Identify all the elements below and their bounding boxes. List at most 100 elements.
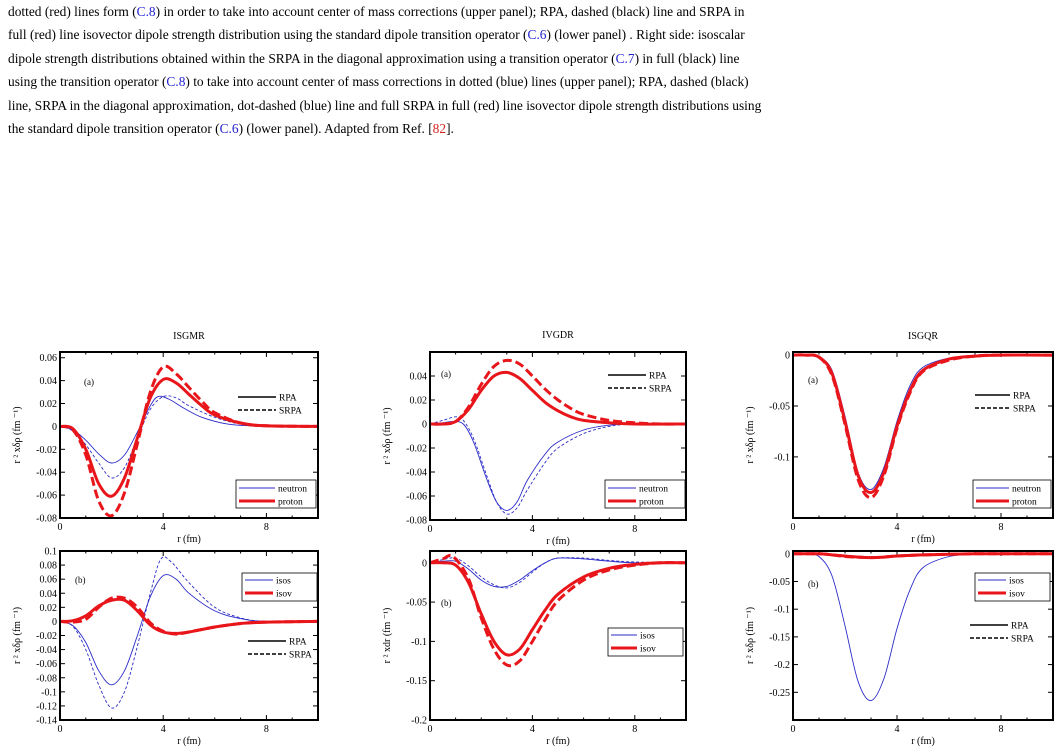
- y-tick-label: -0.04: [36, 645, 57, 656]
- series-line-isov: [793, 552, 1053, 560]
- panel-tag: (a): [808, 375, 818, 385]
- y-axis-label: r ² xδρ (fm ⁻¹): [12, 406, 23, 463]
- y-tick-label: 0: [785, 351, 790, 362]
- series-line-proton: [430, 358, 686, 426]
- y-tick-label: -0.14: [36, 716, 57, 727]
- y-axis-label: r ² xdr (fm ⁻¹): [382, 608, 393, 664]
- series-line-isos: [430, 557, 686, 589]
- panel-title: ISGMR: [173, 331, 205, 342]
- panel-tag: (b): [75, 575, 86, 585]
- y-tick-label: -0.08: [36, 673, 57, 684]
- legend-label: SRPA: [1011, 635, 1034, 645]
- panel-title: IVGDR: [542, 330, 574, 341]
- x-tick-label: 4: [530, 724, 535, 735]
- y-tick-label: -0.06: [406, 492, 427, 503]
- x-axis-label: r (fm): [177, 736, 201, 747]
- legend-label: neutron: [278, 485, 307, 495]
- legend-label: neutron: [639, 485, 668, 495]
- legend-top: isos isov: [241, 572, 318, 602]
- series-group: [60, 556, 318, 709]
- equation-ref-link[interactable]: C.7: [615, 50, 635, 66]
- y-tick-label: -0.06: [36, 659, 57, 670]
- legend-label: proton: [639, 498, 664, 508]
- y-tick-label: -0.02: [36, 445, 57, 456]
- legend-box: [607, 627, 684, 657]
- panel-isgmr-a: ISGMR 0 4 8 -0.08 -0.06 -0.04 -0.02 0 0.02 0.04 0.0…: [12, 331, 319, 545]
- legend-bottom: RPA SRPA: [248, 638, 312, 661]
- legend-label: neutron: [1012, 485, 1041, 495]
- legend-label: SRPA: [279, 407, 302, 417]
- series-line-isov: [430, 553, 686, 668]
- x-tick-label: 8: [632, 524, 637, 535]
- caption-text: ) (lower panel) . Right side: isoscalar: [546, 27, 745, 43]
- caption-text: dipole strength distributions obtained w…: [8, 50, 616, 66]
- legend-label: proton: [278, 498, 303, 508]
- panel-title: ISGQR: [908, 331, 938, 342]
- legend-top: RPA SRPA: [238, 394, 302, 417]
- x-tick-label: 4: [161, 724, 166, 735]
- x-tick-label: 0: [791, 522, 796, 533]
- series-group: [793, 353, 1053, 500]
- x-axis-label: r (fm): [177, 534, 201, 545]
- y-tick-label: 0: [52, 617, 57, 628]
- series-line-isov: [60, 597, 318, 635]
- legend-top: RPA SRPA: [975, 392, 1036, 415]
- x-tick-label: 0: [428, 524, 433, 535]
- legend-bottom: isos isov: [607, 627, 684, 657]
- equation-ref-link[interactable]: C.6: [527, 27, 547, 43]
- caption-text: ) in order to take into account center o…: [155, 4, 745, 19]
- caption-text: dotted (red) lines form (: [8, 4, 137, 19]
- caption-line: the standard dipole transition operator …: [8, 117, 1056, 140]
- y-tick-label: -0.05: [406, 598, 427, 609]
- panel-frame: [792, 550, 1054, 721]
- panel-frame: [429, 550, 687, 721]
- legend-label: SRPA: [649, 385, 672, 395]
- y-tick-label: 0: [422, 420, 427, 431]
- y-tick-label: 0.1: [45, 547, 58, 558]
- panel-frame: [59, 351, 319, 519]
- x-axis-label: r (fm): [911, 534, 935, 545]
- panel-ivgdr-b: 0 4 8 -0.2 -0.15 -0.1 -0.05 0 r (fm) r ² xdr (fm …: [382, 550, 687, 747]
- y-axis-label: r ² xδρ (fm ⁻¹): [745, 406, 756, 463]
- caption-text: ) (lower panel). Adapted from Ref. [: [238, 120, 433, 136]
- equation-ref-link[interactable]: C.8: [136, 4, 156, 19]
- series-group: [60, 364, 318, 518]
- panel-isgqr-a: ISGQR 0 4 8 -0.1 -0.05 0 r (fm) r ² xδρ (fm ⁻¹) (…: [745, 331, 1054, 545]
- y-tick-label: -0.05: [769, 401, 790, 412]
- legend-box: [241, 572, 318, 602]
- series-line-neutron: [60, 395, 318, 464]
- caption-text: line, SRPA in the diagonal approximation…: [8, 97, 762, 113]
- y-axis-label: r ² xδρ (fm ⁻¹): [382, 407, 393, 464]
- x-axis-label: r (fm): [911, 736, 935, 747]
- x-tick-label: 8: [264, 522, 269, 533]
- legend-label: isov: [276, 590, 292, 600]
- citation-ref-link[interactable]: 82: [432, 120, 447, 136]
- legend-bottom: RPA SRPA: [970, 622, 1034, 645]
- legend-top: isos isov: [974, 572, 1051, 602]
- equation-ref-link[interactable]: C.6: [219, 120, 239, 136]
- panel-isgqr-b: 0 4 8 -0.25 -0.2 -0.15 -0.1 -0.05 0 r (fm) r ² xδρ…: [745, 549, 1054, 747]
- equation-ref-link[interactable]: C.8: [166, 74, 186, 90]
- y-tick-label: -0.05: [769, 577, 790, 588]
- y-tick-label: -0.2: [411, 716, 427, 727]
- y-tick-label: 0: [52, 422, 57, 433]
- legend-bottom: neutron proton: [604, 479, 686, 509]
- series-line-proton: [793, 353, 1053, 494]
- series-line-proton: [60, 364, 318, 518]
- legend-label: isos: [276, 577, 291, 587]
- x-tick-label: 0: [58, 522, 63, 533]
- legend-bottom: neutron proton: [235, 479, 317, 509]
- x-tick-label: 8: [999, 522, 1004, 533]
- series-line-proton: [793, 353, 1053, 500]
- caption-text: full (red) line isovector dipole strengt…: [8, 27, 528, 43]
- panel-frame: [59, 550, 319, 721]
- y-axis-label: r ² xδρ (fm ⁻¹): [12, 607, 23, 664]
- legend-label: SRPA: [1013, 405, 1036, 415]
- series-group: [430, 553, 686, 668]
- y-tick-label: -0.1: [774, 605, 790, 616]
- legend-box: [235, 479, 317, 509]
- y-tick-label: 0: [422, 558, 427, 569]
- legend-box: [974, 572, 1051, 602]
- y-tick-label: -0.1: [41, 687, 57, 698]
